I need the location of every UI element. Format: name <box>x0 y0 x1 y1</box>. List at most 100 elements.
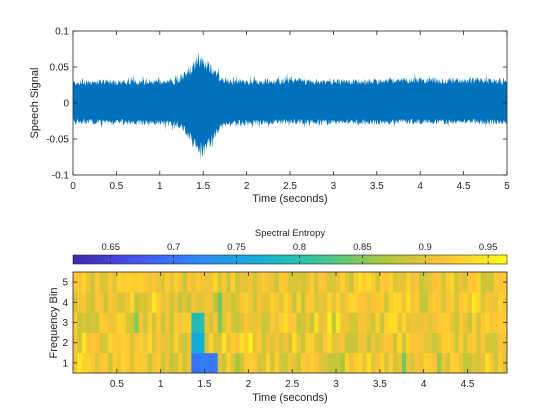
heatmap-cell <box>327 352 333 374</box>
heatmap-cell <box>454 352 460 374</box>
heatmap-cell <box>81 272 87 293</box>
waveform-x-tick-label: 5 <box>504 181 510 192</box>
heatmap-cell <box>366 332 372 354</box>
heatmap-cell <box>485 312 490 333</box>
heatmap-cell <box>138 292 144 313</box>
heatmap-cell <box>248 332 254 354</box>
heatmap-cell <box>112 352 118 374</box>
heatmap-cell <box>414 332 420 354</box>
heatmap-axes: 0.5 1 1.5 2 2.5 3 3.5 4 4.5 1 2 3 4 5 Time (seconds)… <box>48 271 508 404</box>
colorbar-ticks: 0.65 0.7 0.75 0.8 0.85 0.9 0.95 <box>101 242 497 264</box>
heatmap-cell <box>94 272 100 293</box>
heatmap-cell <box>94 292 100 313</box>
heatmap-cell <box>103 292 109 313</box>
heatmap-cell <box>230 312 236 333</box>
heatmap-cell <box>86 332 91 354</box>
heatmap-cell <box>379 292 385 313</box>
heatmap-cell <box>287 312 293 333</box>
heatmap-cell <box>318 332 324 354</box>
heatmap-cell <box>450 312 455 333</box>
heatmap-cell <box>379 332 385 354</box>
heatmap-x-tick-label: 4 <box>421 379 427 390</box>
heatmap-cell <box>322 272 328 293</box>
heatmap-cell <box>432 332 438 354</box>
heatmap-cell <box>498 352 504 374</box>
heatmap-cell <box>467 332 473 354</box>
heatmap-cell <box>331 292 337 313</box>
colorbar-tick-label: 0.7 <box>167 242 180 253</box>
heatmap-cell <box>81 312 87 333</box>
colorbar-gradient <box>72 254 508 265</box>
heatmap-cell <box>283 352 289 374</box>
heatmap-cell <box>331 352 337 374</box>
heatmap-cell <box>428 272 433 293</box>
heatmap-cell <box>498 272 504 293</box>
heatmap-cell <box>397 332 403 354</box>
heatmap-cell <box>213 352 219 374</box>
heatmap-cell <box>274 332 280 354</box>
heatmap-cell <box>252 312 258 333</box>
heatmap-cell <box>156 352 162 374</box>
heatmap-cell <box>401 332 407 354</box>
heatmap-cell <box>458 352 464 374</box>
heatmap-cell <box>243 292 249 313</box>
heatmap-cell <box>393 312 398 333</box>
heatmap-cell <box>81 352 87 374</box>
heatmap-cell <box>428 352 433 374</box>
heatmap-cell <box>208 332 214 354</box>
heatmap-cell <box>314 272 319 293</box>
heatmap-cell <box>463 352 468 374</box>
heatmap-cell <box>94 332 100 354</box>
heatmap-cell <box>77 272 83 293</box>
heatmap-cell <box>143 332 148 354</box>
heatmap-cell <box>450 352 455 374</box>
heatmap-cell <box>270 352 276 374</box>
heatmap-cell <box>178 352 183 374</box>
heatmap-cell <box>436 352 442 374</box>
heatmap-cell <box>493 292 499 313</box>
heatmap-cell <box>116 272 122 293</box>
heatmap-cell <box>99 312 105 333</box>
heatmap-cell <box>419 312 425 333</box>
heatmap-cell <box>480 352 486 374</box>
heatmap-cell <box>432 272 438 293</box>
heatmap-cell <box>213 312 219 333</box>
heatmap-cell <box>129 352 135 374</box>
heatmap-cell <box>99 332 105 354</box>
heatmap-cell <box>77 332 83 354</box>
heatmap-cell <box>292 352 297 374</box>
heatmap-cell <box>186 332 192 354</box>
heatmap-cell <box>86 312 91 333</box>
heatmap-cell <box>414 272 420 293</box>
heatmap-cell <box>143 292 148 313</box>
heatmap-cell <box>112 272 118 293</box>
heatmap-cell <box>129 272 135 293</box>
heatmap-cell <box>121 352 126 374</box>
heatmap-cell <box>182 312 188 333</box>
heatmap-cell <box>160 312 166 333</box>
heatmap-cell <box>261 352 267 374</box>
heatmap-cell <box>94 352 100 374</box>
waveform-x-tick-label: 2 <box>244 181 250 192</box>
heatmap-cell <box>129 332 135 354</box>
heatmap-cell <box>160 292 166 313</box>
heatmap-cell <box>371 292 376 313</box>
heatmap-cell <box>349 292 354 313</box>
heatmap-cell <box>200 272 205 293</box>
heatmap-cell <box>165 332 170 354</box>
heatmap-cell <box>401 272 407 293</box>
heatmap-cell <box>489 272 495 293</box>
heatmap-cell <box>279 312 284 333</box>
heatmap-cell <box>217 332 223 354</box>
heatmap-cell <box>248 292 254 313</box>
heatmap-cell <box>274 292 280 313</box>
waveform-x-tick-label: 4 <box>417 181 423 192</box>
heatmap-cell <box>173 272 179 293</box>
heatmap-cell <box>239 272 245 293</box>
heatmap-cell <box>471 352 477 374</box>
heatmap-cell <box>463 312 468 333</box>
heatmap-cell <box>217 272 223 293</box>
heatmap-cell <box>441 292 447 313</box>
heatmap-cell <box>230 352 236 374</box>
heatmap-cell <box>252 352 258 374</box>
